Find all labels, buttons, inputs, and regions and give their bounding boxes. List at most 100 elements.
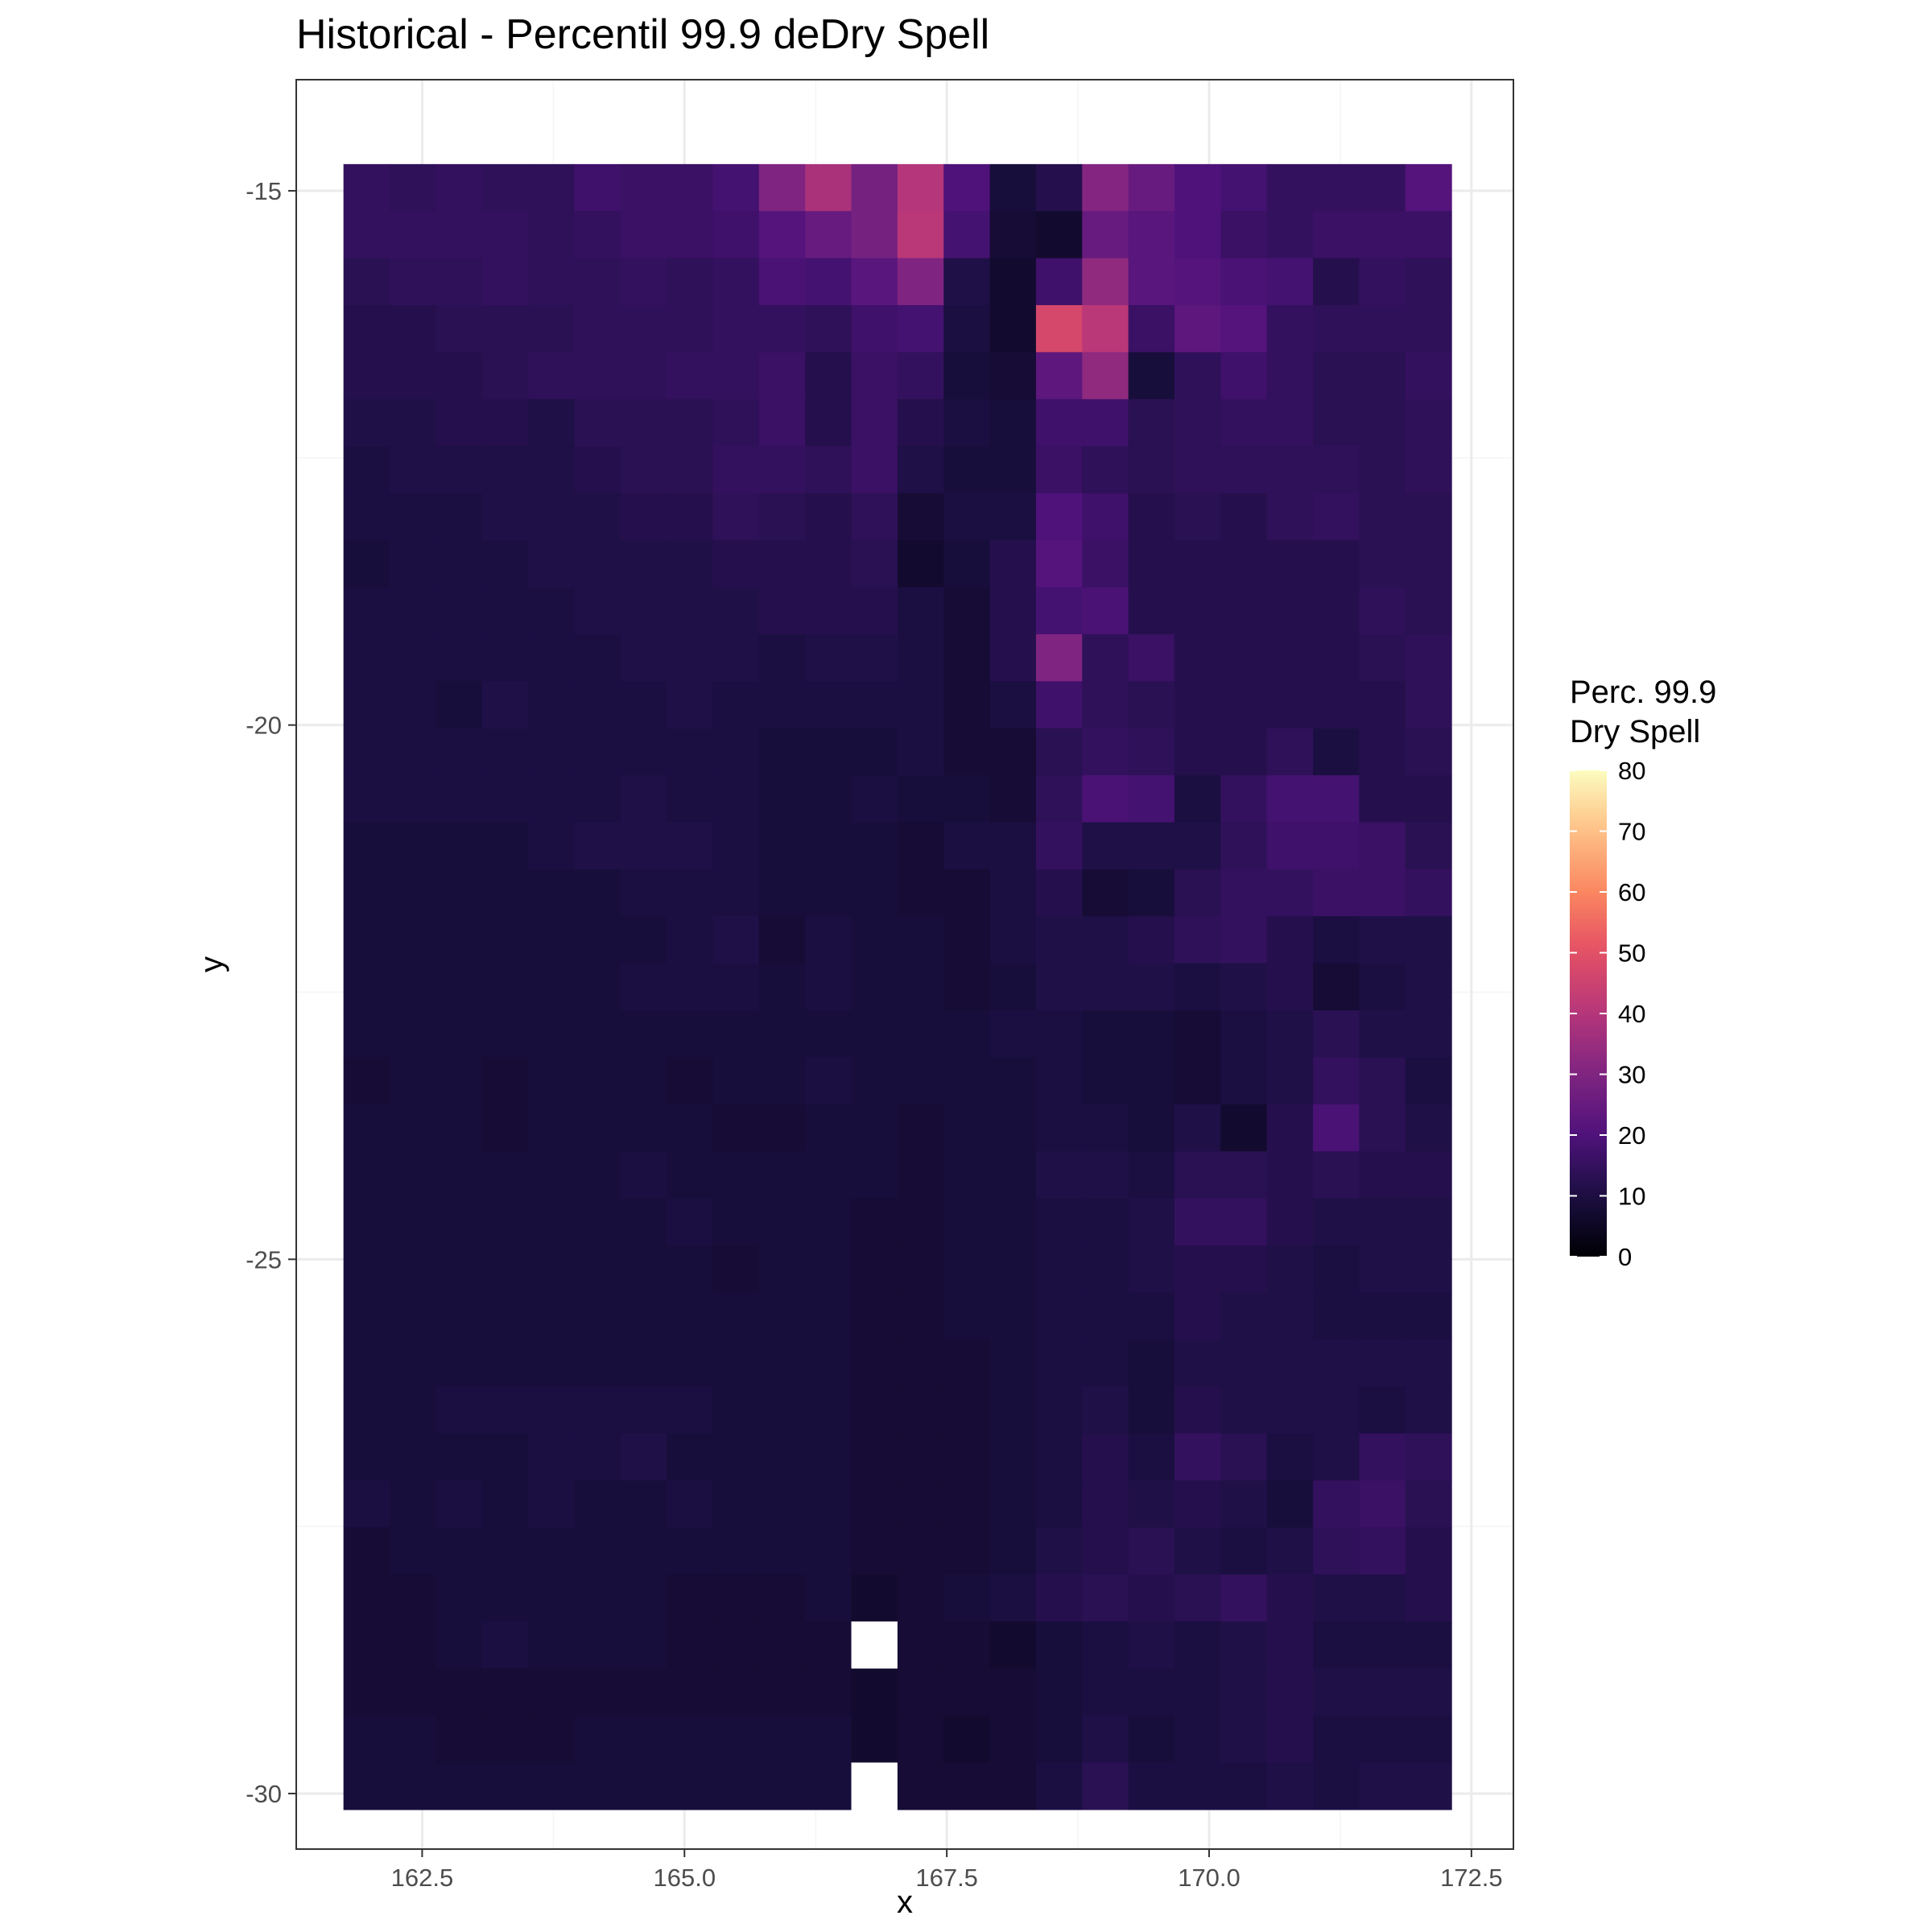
y-tick-label: -30 (246, 1780, 282, 1808)
heatmap-cell (1405, 1245, 1452, 1294)
heatmap-cell (1405, 1198, 1452, 1246)
heatmap-cell (712, 1715, 760, 1764)
heatmap-cell (989, 1339, 1037, 1387)
heatmap-cell (667, 1574, 714, 1622)
heatmap-cell (343, 1151, 390, 1199)
heatmap-cell (1359, 1527, 1406, 1575)
heatmap-cell (1220, 1621, 1268, 1670)
heatmap-cell (667, 1715, 714, 1764)
heatmap-cell (481, 634, 529, 682)
heatmap-cell (712, 1386, 760, 1435)
heatmap-cell (1220, 1668, 1268, 1716)
heatmap-cell (851, 163, 898, 212)
heatmap-cell (436, 916, 483, 964)
heatmap-cell (1174, 1057, 1221, 1105)
heatmap-cell (1174, 1668, 1221, 1716)
heatmap-cell (343, 1621, 390, 1670)
heatmap-cell (574, 1198, 621, 1246)
heatmap-cell (1405, 211, 1452, 259)
heatmap-cell (1035, 1339, 1083, 1387)
heatmap-cell (574, 822, 621, 870)
heatmap-cell (805, 446, 852, 494)
heatmap-cell (1128, 163, 1175, 212)
heatmap-cell (897, 1198, 944, 1246)
heatmap-cell (1220, 1245, 1268, 1294)
heatmap-cell (943, 1339, 991, 1387)
heatmap-cell (574, 1527, 621, 1575)
heatmap-cell (574, 305, 621, 353)
heatmap-cell (1405, 1480, 1452, 1529)
heatmap-cell (1359, 963, 1406, 1011)
heatmap-cell (1082, 305, 1129, 353)
heatmap-cell (620, 963, 667, 1011)
heatmap-cell (667, 822, 714, 870)
heatmap-cell (1266, 446, 1314, 494)
heatmap-cell (436, 1339, 483, 1387)
heatmap-cell (1220, 681, 1268, 729)
heatmap-cell (481, 1386, 529, 1435)
heatmap-cell (436, 1715, 483, 1764)
heatmap-cell (1174, 446, 1221, 494)
heatmap-cell (805, 634, 852, 682)
heatmap-cell (436, 775, 483, 824)
heatmap-cell (436, 1527, 483, 1575)
heatmap-cell (1128, 587, 1175, 635)
heatmap-cell (481, 163, 529, 212)
heatmap-cell (1359, 728, 1406, 776)
heatmap-cell (1405, 1010, 1452, 1059)
heatmap-cell (481, 1339, 529, 1387)
heatmap-cell (1128, 681, 1175, 729)
heatmap-cell (343, 1104, 390, 1152)
heatmap-cell (343, 587, 390, 635)
heatmap-cell (1035, 728, 1083, 776)
heatmap-cell (1359, 916, 1406, 964)
heatmap-cell (390, 163, 436, 212)
heatmap-cell (1359, 305, 1406, 353)
heatmap-cell (1174, 822, 1221, 870)
heatmap-cell (851, 258, 898, 306)
heatmap-cell (481, 1527, 529, 1575)
heatmap-cell (390, 1715, 436, 1764)
heatmap-cell (1313, 305, 1360, 353)
heatmap-cell (897, 1339, 944, 1387)
heatmap-cell (1266, 1715, 1314, 1764)
heatmap-cell (1405, 1574, 1452, 1622)
heatmap-cell (989, 1010, 1037, 1059)
heatmap-cell (1313, 728, 1360, 776)
heatmap-cell (1220, 211, 1268, 259)
heatmap-cell (1359, 1386, 1406, 1435)
heatmap-cell (758, 1386, 806, 1435)
heatmap-cell (897, 540, 944, 588)
colorbar-tick-label: 80 (1618, 757, 1645, 785)
heatmap-cell (1359, 1010, 1406, 1059)
x-axis: 162.5 165.0 167.5 170.0 172.5 (391, 1849, 1503, 1892)
heatmap-cell (481, 258, 529, 306)
heatmap-cell (1128, 1480, 1175, 1529)
heatmap-cell (436, 163, 483, 212)
heatmap-cell (758, 728, 806, 776)
heatmap-cell (712, 1433, 760, 1481)
heatmap-cell (1220, 258, 1268, 306)
heatmap-cell (1082, 916, 1129, 964)
heatmap-cell (712, 1668, 760, 1716)
heatmap-cell (897, 869, 944, 917)
heatmap-cell (1266, 1668, 1314, 1716)
heatmap-cell (1174, 1480, 1221, 1529)
heatmap-cell (1082, 1339, 1129, 1387)
heatmap-cell (1266, 1762, 1314, 1810)
heatmap-cell (1082, 1245, 1129, 1294)
heatmap-cell (436, 634, 483, 682)
heatmap-cell (897, 1574, 944, 1622)
heatmap-cell (528, 163, 576, 212)
heatmap-cell (712, 634, 760, 682)
heatmap-cell (1035, 869, 1083, 917)
heatmap-cell (1082, 1715, 1129, 1764)
heatmap-cell (1174, 1715, 1221, 1764)
heatmap-cell (1220, 398, 1268, 447)
heatmap-cell (574, 1057, 621, 1105)
heatmap-cell (851, 1104, 898, 1152)
heatmap-cell (943, 822, 991, 870)
heatmap-cell (805, 1715, 852, 1764)
heatmap-cell (805, 1198, 852, 1246)
heatmap-cell (1082, 211, 1129, 259)
